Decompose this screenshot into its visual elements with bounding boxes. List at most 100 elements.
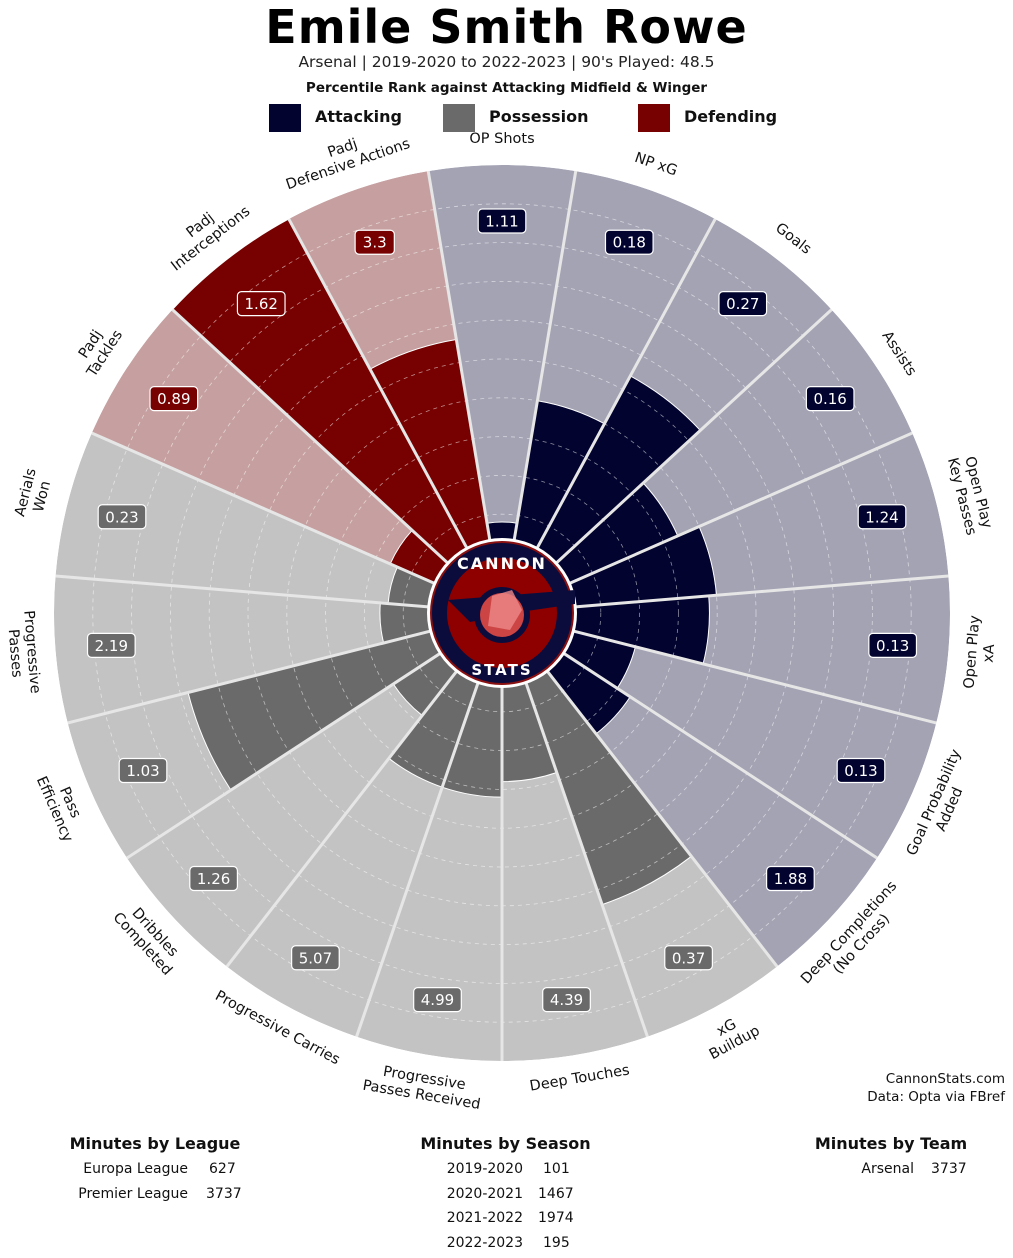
value-badge xyxy=(189,865,238,892)
outer-trim xyxy=(42,153,962,1073)
background-wedge xyxy=(55,433,448,609)
season-name: 2021-2022 xyxy=(446,1210,523,1226)
separator-line xyxy=(85,429,448,591)
value-label: 0.13 xyxy=(836,757,886,784)
season-minutes: 101 xyxy=(543,1161,570,1177)
category-label-line: Open Play xyxy=(961,614,983,689)
value-badge xyxy=(291,945,340,971)
value-text: 0.16 xyxy=(813,390,846,408)
season-minutes: 1467 xyxy=(538,1185,574,1202)
credit-site: CannonStats.com xyxy=(885,1071,1005,1087)
value-label: 0.27 xyxy=(718,291,768,317)
value-badge xyxy=(805,385,855,412)
value-label: 1.88 xyxy=(766,865,815,892)
grid-ring xyxy=(131,242,873,984)
separator-line xyxy=(556,429,919,591)
value-label: 0.13 xyxy=(868,632,918,658)
season-name: 2022-2023 xyxy=(446,1234,523,1251)
league-name: Premier League xyxy=(78,1185,188,1202)
value-label: 3.3 xyxy=(354,229,395,255)
value-badge xyxy=(604,229,654,255)
wedge-separators xyxy=(42,153,962,1073)
value-text: 0.89 xyxy=(157,390,190,408)
separator-line xyxy=(510,164,579,555)
value-badge xyxy=(236,291,286,317)
value-label: 0.89 xyxy=(149,385,199,412)
legend-swatch xyxy=(443,104,475,132)
value-label: 0.16 xyxy=(805,385,855,412)
category-label-line: Won xyxy=(31,479,54,514)
category-label-line: xA xyxy=(981,643,998,663)
value-label: 1.03 xyxy=(118,757,168,784)
league-name: Europa League xyxy=(83,1161,188,1177)
season-minutes: 195 xyxy=(543,1234,570,1251)
table-row: 2022-2023 195 xyxy=(408,1231,603,1256)
value-label: 4.99 xyxy=(413,987,462,1013)
minutes-by-season-table: Minutes by Season 2019-2020 101 2020-202… xyxy=(408,1134,603,1255)
value-text: 5.07 xyxy=(299,949,332,967)
value-text: 0.13 xyxy=(844,762,877,780)
season-minutes: 1974 xyxy=(538,1210,574,1226)
category-label: OP Shots xyxy=(469,131,534,147)
table-title: Minutes by League xyxy=(69,1134,241,1153)
separator-line xyxy=(551,644,883,863)
separator-line xyxy=(61,626,445,726)
value-label: 2.19 xyxy=(86,632,136,658)
background-wedge xyxy=(91,309,458,589)
season-name: 2019-2020 xyxy=(446,1161,523,1177)
value-badge xyxy=(86,632,136,658)
grid-ring xyxy=(325,436,679,790)
table-title: Minutes by Team xyxy=(814,1134,968,1153)
value-badge xyxy=(477,208,527,234)
separator-line xyxy=(559,626,943,726)
team-minutes: 3737 xyxy=(931,1161,967,1177)
value-label: 1.62 xyxy=(236,291,286,317)
credit-source: Data: Opta via FBref xyxy=(867,1089,1005,1105)
value-label: 1.24 xyxy=(857,504,907,530)
value-label: 1.11 xyxy=(477,208,527,234)
value-text: 0.23 xyxy=(105,508,138,526)
separator-line xyxy=(537,659,783,973)
legend-swatch xyxy=(638,104,670,132)
cannon-stats-logo: CANNON STATS xyxy=(427,538,577,688)
separator-line xyxy=(353,669,484,1043)
table-row: Arsenal 3737 xyxy=(805,1157,977,1182)
background-wedge xyxy=(552,627,937,859)
table-row: 2019-2020 101 xyxy=(408,1157,603,1182)
grid-ring xyxy=(247,358,757,868)
table-row: Europa League 627 xyxy=(60,1157,250,1182)
separator-line xyxy=(49,574,443,610)
value-text: 1.24 xyxy=(865,508,898,526)
value-text: 2.19 xyxy=(95,637,128,655)
legend-swatch xyxy=(269,104,301,132)
separator-line xyxy=(529,213,720,561)
value-label: 5.07 xyxy=(291,945,340,971)
season-name: 2020-2021 xyxy=(446,1185,523,1202)
value-text: 1.62 xyxy=(245,295,278,313)
value-badge xyxy=(766,865,815,892)
separator-line xyxy=(561,574,955,610)
page-subtitle: Arsenal | 2019-2020 to 2022-2023 | 90's … xyxy=(298,53,715,71)
value-text: 0.13 xyxy=(876,637,909,655)
value-badge xyxy=(118,757,168,784)
separator-line xyxy=(425,164,494,555)
value-labels: 1.11 0.18 0.27 0.16 1.24 0.13 0.13 1.88 0.37 4.39… xyxy=(86,208,918,1013)
value-badge xyxy=(413,987,462,1013)
value-label: 4.39 xyxy=(542,987,591,1013)
category-label-line: Passes xyxy=(5,629,25,679)
logo-text-top: CANNON xyxy=(457,554,547,573)
category-label-line: OP Shots xyxy=(469,131,534,147)
value-badge xyxy=(97,504,147,530)
logo-emblem xyxy=(488,590,522,630)
separator-line xyxy=(545,304,838,574)
value-text: 1.11 xyxy=(485,213,518,231)
category-label-line: Progressive xyxy=(20,610,43,695)
value-badge xyxy=(857,504,907,530)
value-label: 0.37 xyxy=(664,945,713,971)
